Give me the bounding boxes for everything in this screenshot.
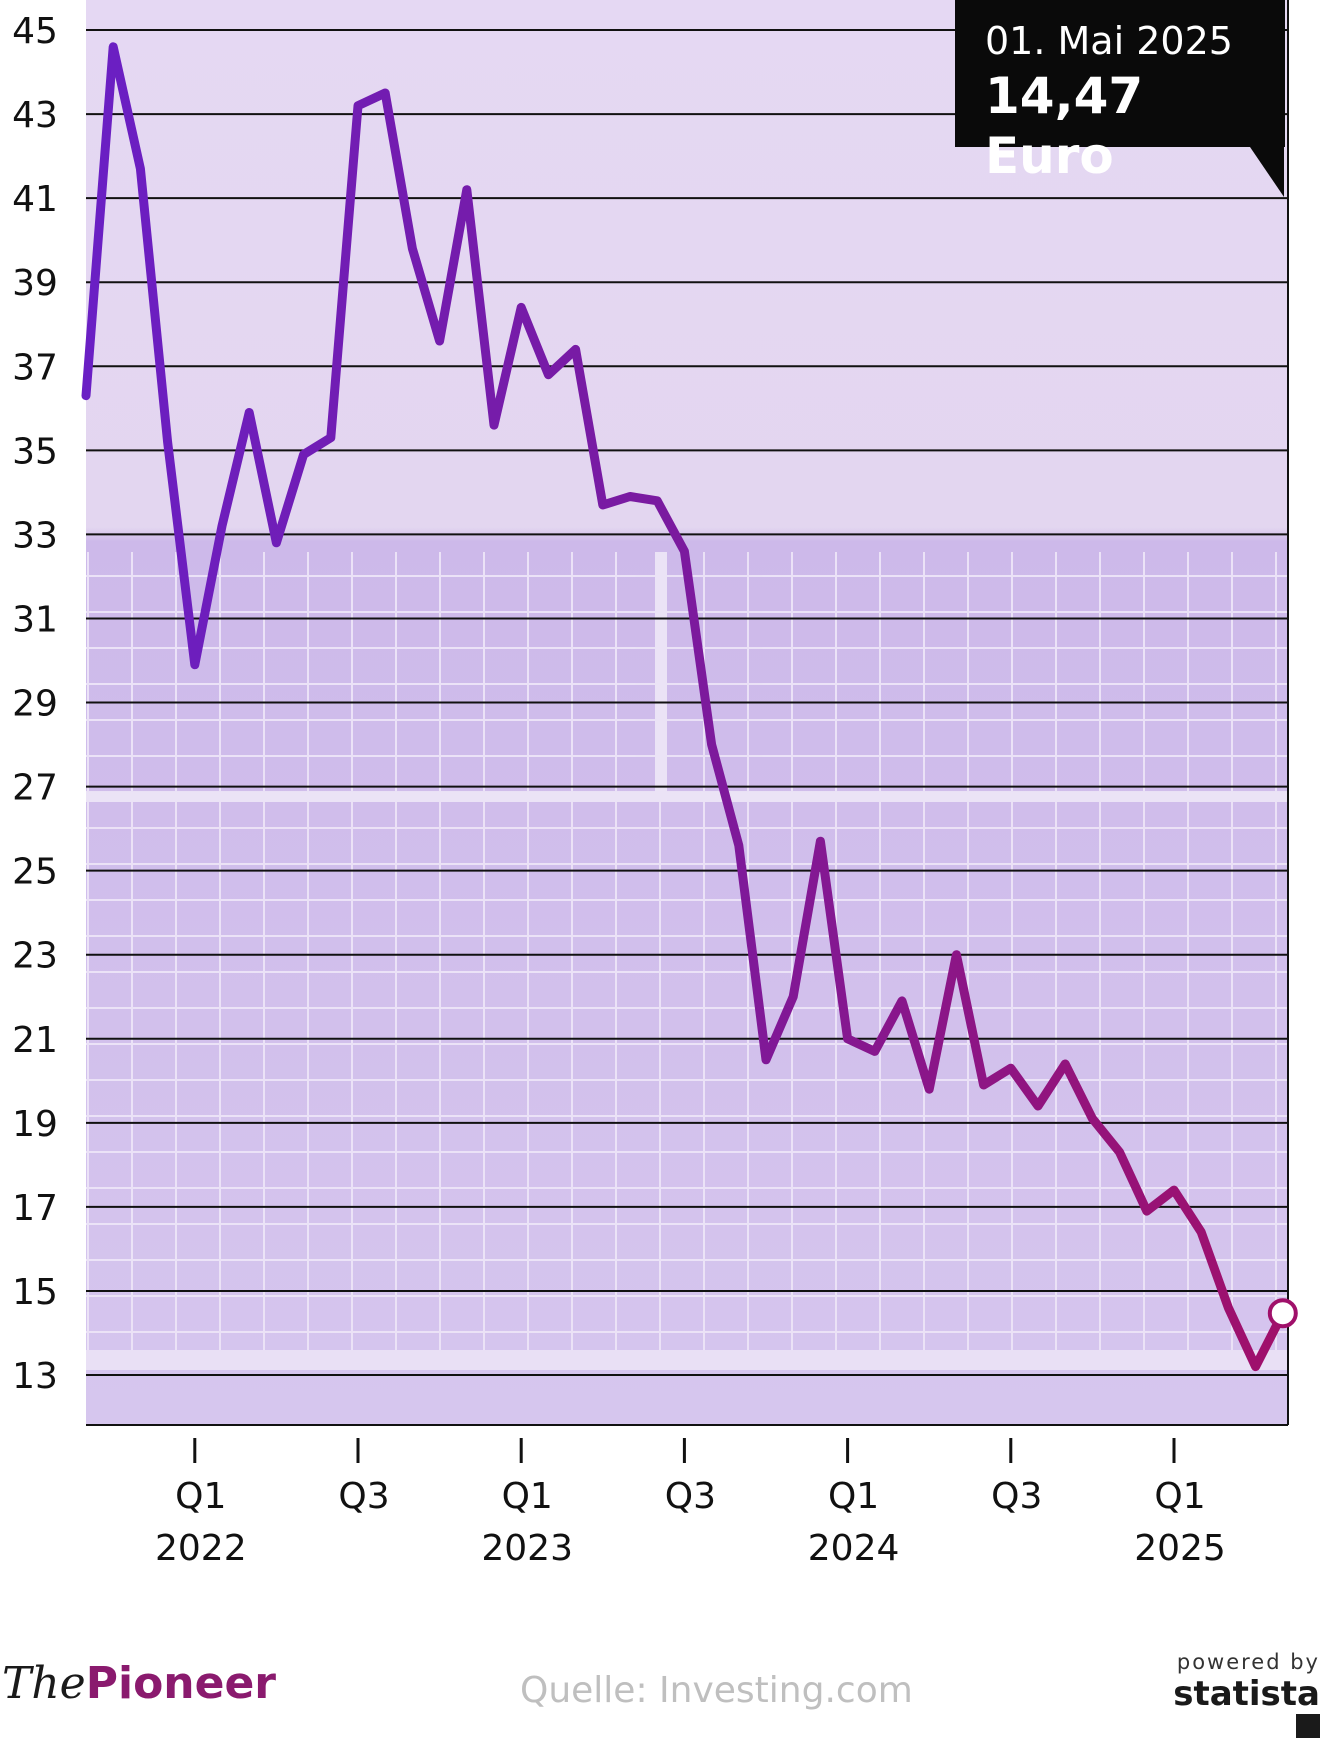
y-tick-label-39: 39 [12,263,58,304]
y-tick-label-41: 41 [12,179,58,220]
y-tick-label-15: 15 [12,1272,58,1313]
y-axis-ticks: 13 15 17 19 21 23 25 27 29 31 33 35 37 39 41 43 45 [12,11,58,1397]
x-tick-label-4: Q1 [828,1476,879,1517]
x-tick-label-0: Q1 [175,1476,226,1517]
y-tick-label-23: 23 [12,936,58,977]
y-tick-label-31: 31 [12,599,58,640]
callout-value: 14,47 Euro [985,67,1144,185]
x-tick-label-1: Q3 [338,1476,389,1517]
y-tick-label-27: 27 [12,768,58,809]
x-tick-year-6: 2025 [1134,1528,1226,1569]
y-tick-label-35: 35 [12,431,58,472]
x-tick-label-6: Q1 [1154,1476,1205,1517]
x-tick-label-2: Q1 [502,1476,553,1517]
powered-by-label: powered by [1176,1650,1320,1674]
statista-logo[interactable]: powered by statista [1160,1650,1320,1740]
x-tick-label-3: Q3 [665,1476,716,1517]
series-group [81,42,1298,1372]
callout-date: 01. Mai 2025 [985,19,1233,63]
solar-panel-pattern [86,552,1288,1370]
latest-value-callout: 01. Mai 2025 14,47 Euro [955,0,1285,185]
y-tick-label-29: 29 [12,684,58,725]
series-line-aktienkurs [81,42,1288,1372]
logo-name: Pioneer [85,1658,276,1709]
latest-point-marker[interactable] [1267,1298,1298,1329]
y-tick-label-21: 21 [12,1020,58,1061]
y-tick-label-45: 45 [12,11,58,52]
source-note: Quelle: Investing.com [520,1670,913,1711]
callout-pointer [1250,147,1284,197]
chart-area: 13 15 17 19 21 23 25 27 29 31 33 35 37 39 41 43 45 Q1 202… [12,0,1298,1569]
x-tick-year-4: 2024 [808,1528,900,1569]
y-tick-label-33: 33 [12,515,58,556]
line-chart: 13 15 17 19 21 23 25 27 29 31 33 35 37 39 41 43 45 Q1 202… [12,0,1298,1569]
the-pioneer-logo[interactable]: ThePioneer [2,1658,276,1709]
y-tick-label-13: 13 [12,1356,58,1397]
x-tick-year-2: 2023 [481,1528,573,1569]
y-tick-label-19: 19 [12,1104,58,1145]
x-axis-ticks: Q1 2022 Q3 Q1 2023 Q3 Q1 2024 Q3 Q1 2025 [155,1438,1226,1569]
y-tick-label-43: 43 [12,95,58,136]
y-tick-label-37: 37 [12,347,58,388]
statista-wordmark: statista [1173,1674,1320,1714]
logo-prefix: The [2,1658,86,1709]
footer: ThePioneer Quelle: Investing.com powered… [0,1620,1320,1738]
statista-icon [1296,1714,1320,1738]
y-tick-label-25: 25 [12,852,58,893]
x-tick-label-5: Q3 [991,1476,1042,1517]
x-tick-year-0: 2022 [155,1528,247,1569]
y-tick-label-17: 17 [12,1188,58,1229]
